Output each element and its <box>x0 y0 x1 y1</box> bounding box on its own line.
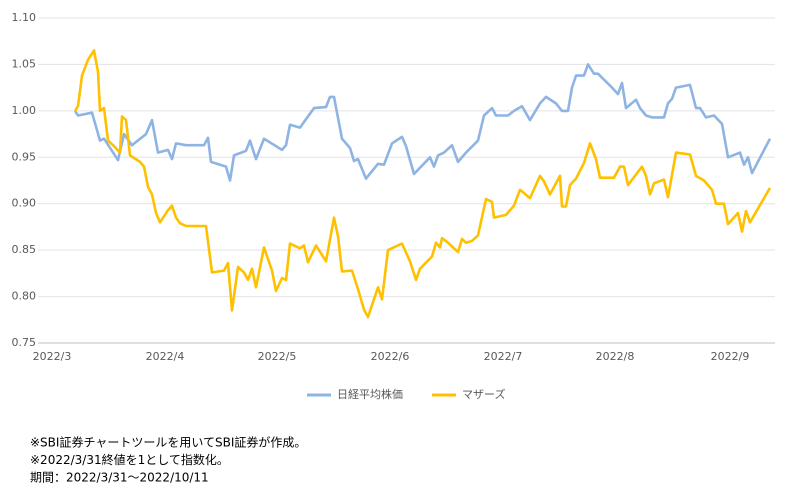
legend-label: マザーズ <box>462 387 505 401</box>
y-tick-label: 0.80 <box>12 290 37 303</box>
y-tick-label: 0.85 <box>12 243 37 256</box>
note: ※SBI証券チャートツールを用いてSBI証券が作成。 <box>30 435 306 450</box>
y-tick-label: 0.90 <box>12 197 37 210</box>
y-tick-label: 1.05 <box>12 57 37 70</box>
note: 期間：2022/3/31～2022/10/11 <box>30 471 209 485</box>
series-line <box>73 63 772 182</box>
x-tick-label: 2022/7 <box>484 350 523 363</box>
series-line <box>73 49 772 319</box>
x-tick-label: 2022/3 <box>33 350 72 363</box>
x-tick-label: 2022/9 <box>711 350 750 363</box>
x-tick-label: 2022/5 <box>258 350 297 363</box>
x-tick-label: 2022/6 <box>371 350 410 363</box>
y-tick-label: 0.75 <box>12 336 37 349</box>
x-tick-label: 2022/8 <box>596 350 635 363</box>
note: ※2022/3/31終値を1として指数化。 <box>30 452 229 467</box>
y-tick-label: 1.00 <box>12 104 37 117</box>
y-tick-label: 1.10 <box>12 11 37 24</box>
legend-label: 日経平均株価 <box>337 387 403 401</box>
y-tick-label: 0.95 <box>12 150 37 163</box>
x-tick-label: 2022/4 <box>146 350 185 363</box>
